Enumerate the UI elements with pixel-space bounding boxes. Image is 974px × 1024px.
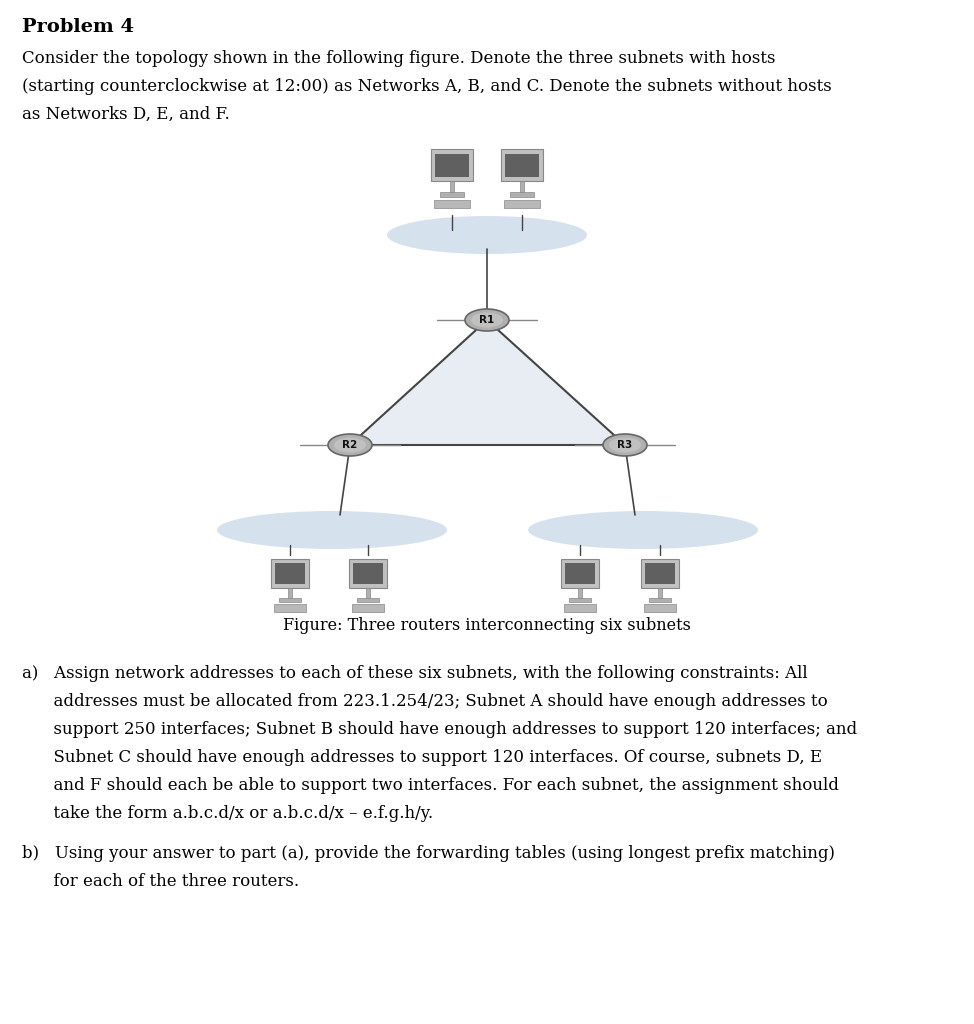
Bar (505, 200, 540, 208)
Bar (272, 559, 309, 588)
Bar (435, 154, 469, 177)
Ellipse shape (471, 312, 503, 328)
Polygon shape (350, 319, 625, 445)
Bar (644, 604, 676, 611)
Bar (650, 598, 671, 602)
Text: a)   Assign network addresses to each of these six subnets, with the following c: a) Assign network addresses to each of t… (22, 665, 807, 682)
Ellipse shape (465, 309, 509, 331)
Text: R2: R2 (343, 440, 357, 450)
Bar (578, 588, 582, 598)
Text: and F should each be able to support two interfaces. For each subnet, the assign: and F should each be able to support two… (22, 777, 839, 794)
Text: as Networks D, E, and F.: as Networks D, E, and F. (22, 106, 230, 123)
Ellipse shape (609, 437, 641, 453)
Text: Consider the topology shown in the following figure. Denote the three subnets wi: Consider the topology shown in the follo… (22, 50, 775, 67)
Bar (440, 193, 464, 198)
Bar (569, 598, 591, 602)
Bar (288, 588, 292, 598)
Bar (353, 604, 384, 611)
Text: Subnet C should have enough addresses to support 120 interfaces. Of course, subn: Subnet C should have enough addresses to… (22, 749, 822, 766)
Ellipse shape (328, 434, 372, 456)
Bar (565, 563, 595, 584)
Bar (502, 150, 543, 181)
Text: R3: R3 (618, 440, 633, 450)
Ellipse shape (603, 434, 647, 456)
Bar (564, 604, 596, 611)
Bar (641, 559, 679, 588)
Bar (657, 588, 662, 598)
Text: for each of the three routers.: for each of the three routers. (22, 873, 299, 890)
Bar (275, 563, 306, 584)
Bar (357, 598, 379, 602)
Text: support 250 interfaces; Subnet B should have enough addresses to support 120 int: support 250 interfaces; Subnet B should … (22, 721, 857, 738)
Text: take the form a.b.c.d/x or a.b.c.d/x – e.f.g.h/y.: take the form a.b.c.d/x or a.b.c.d/x – e… (22, 805, 433, 822)
Bar (561, 559, 599, 588)
Text: R1: R1 (479, 315, 495, 325)
Bar (280, 598, 301, 602)
Text: addresses must be allocated from 223.1.254/23; Subnet A should have enough addre: addresses must be allocated from 223.1.2… (22, 693, 828, 710)
Ellipse shape (387, 216, 587, 254)
Bar (366, 588, 370, 598)
Bar (505, 154, 539, 177)
Text: Problem 4: Problem 4 (22, 18, 134, 36)
Bar (274, 604, 306, 611)
Ellipse shape (217, 511, 447, 549)
Bar (353, 563, 384, 584)
Text: (starting counterclockwise at 12:00) as Networks A, B, and C. Denote the subnets: (starting counterclockwise at 12:00) as … (22, 78, 832, 95)
Bar (645, 563, 675, 584)
Bar (350, 559, 387, 588)
Text: b)   Using your answer to part (a), provide the forwarding tables (using longest: b) Using your answer to part (a), provid… (22, 845, 835, 862)
Ellipse shape (334, 437, 366, 453)
Bar (510, 193, 534, 198)
Text: Figure: Three routers interconnecting six subnets: Figure: Three routers interconnecting si… (283, 617, 691, 634)
Bar (519, 181, 524, 193)
Ellipse shape (528, 511, 758, 549)
Bar (450, 181, 455, 193)
Bar (434, 200, 469, 208)
Bar (431, 150, 472, 181)
